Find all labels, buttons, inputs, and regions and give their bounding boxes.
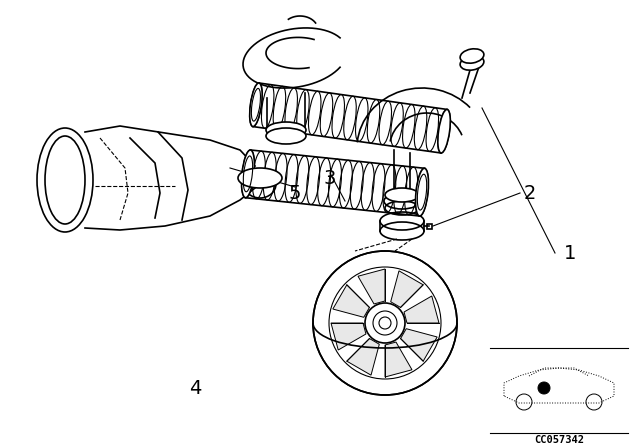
Text: 2: 2 [524,184,536,202]
Polygon shape [358,269,385,304]
Text: CC057342: CC057342 [534,435,584,445]
Text: 1: 1 [564,244,576,263]
Ellipse shape [415,168,429,216]
Polygon shape [385,342,412,377]
Ellipse shape [238,168,282,188]
Circle shape [379,317,391,329]
Polygon shape [347,339,380,375]
Ellipse shape [438,109,451,153]
Text: 5: 5 [289,184,301,202]
Polygon shape [401,329,437,361]
Ellipse shape [250,83,262,127]
Ellipse shape [385,188,419,202]
Text: 3: 3 [324,168,336,188]
Text: 4: 4 [189,379,201,397]
Polygon shape [404,296,439,323]
Circle shape [538,382,550,394]
Ellipse shape [460,49,484,63]
Polygon shape [390,271,423,307]
Circle shape [365,303,405,343]
Polygon shape [333,285,369,317]
Ellipse shape [266,122,306,138]
Ellipse shape [241,150,255,198]
Polygon shape [331,323,366,350]
Ellipse shape [460,56,484,70]
Ellipse shape [266,128,306,144]
